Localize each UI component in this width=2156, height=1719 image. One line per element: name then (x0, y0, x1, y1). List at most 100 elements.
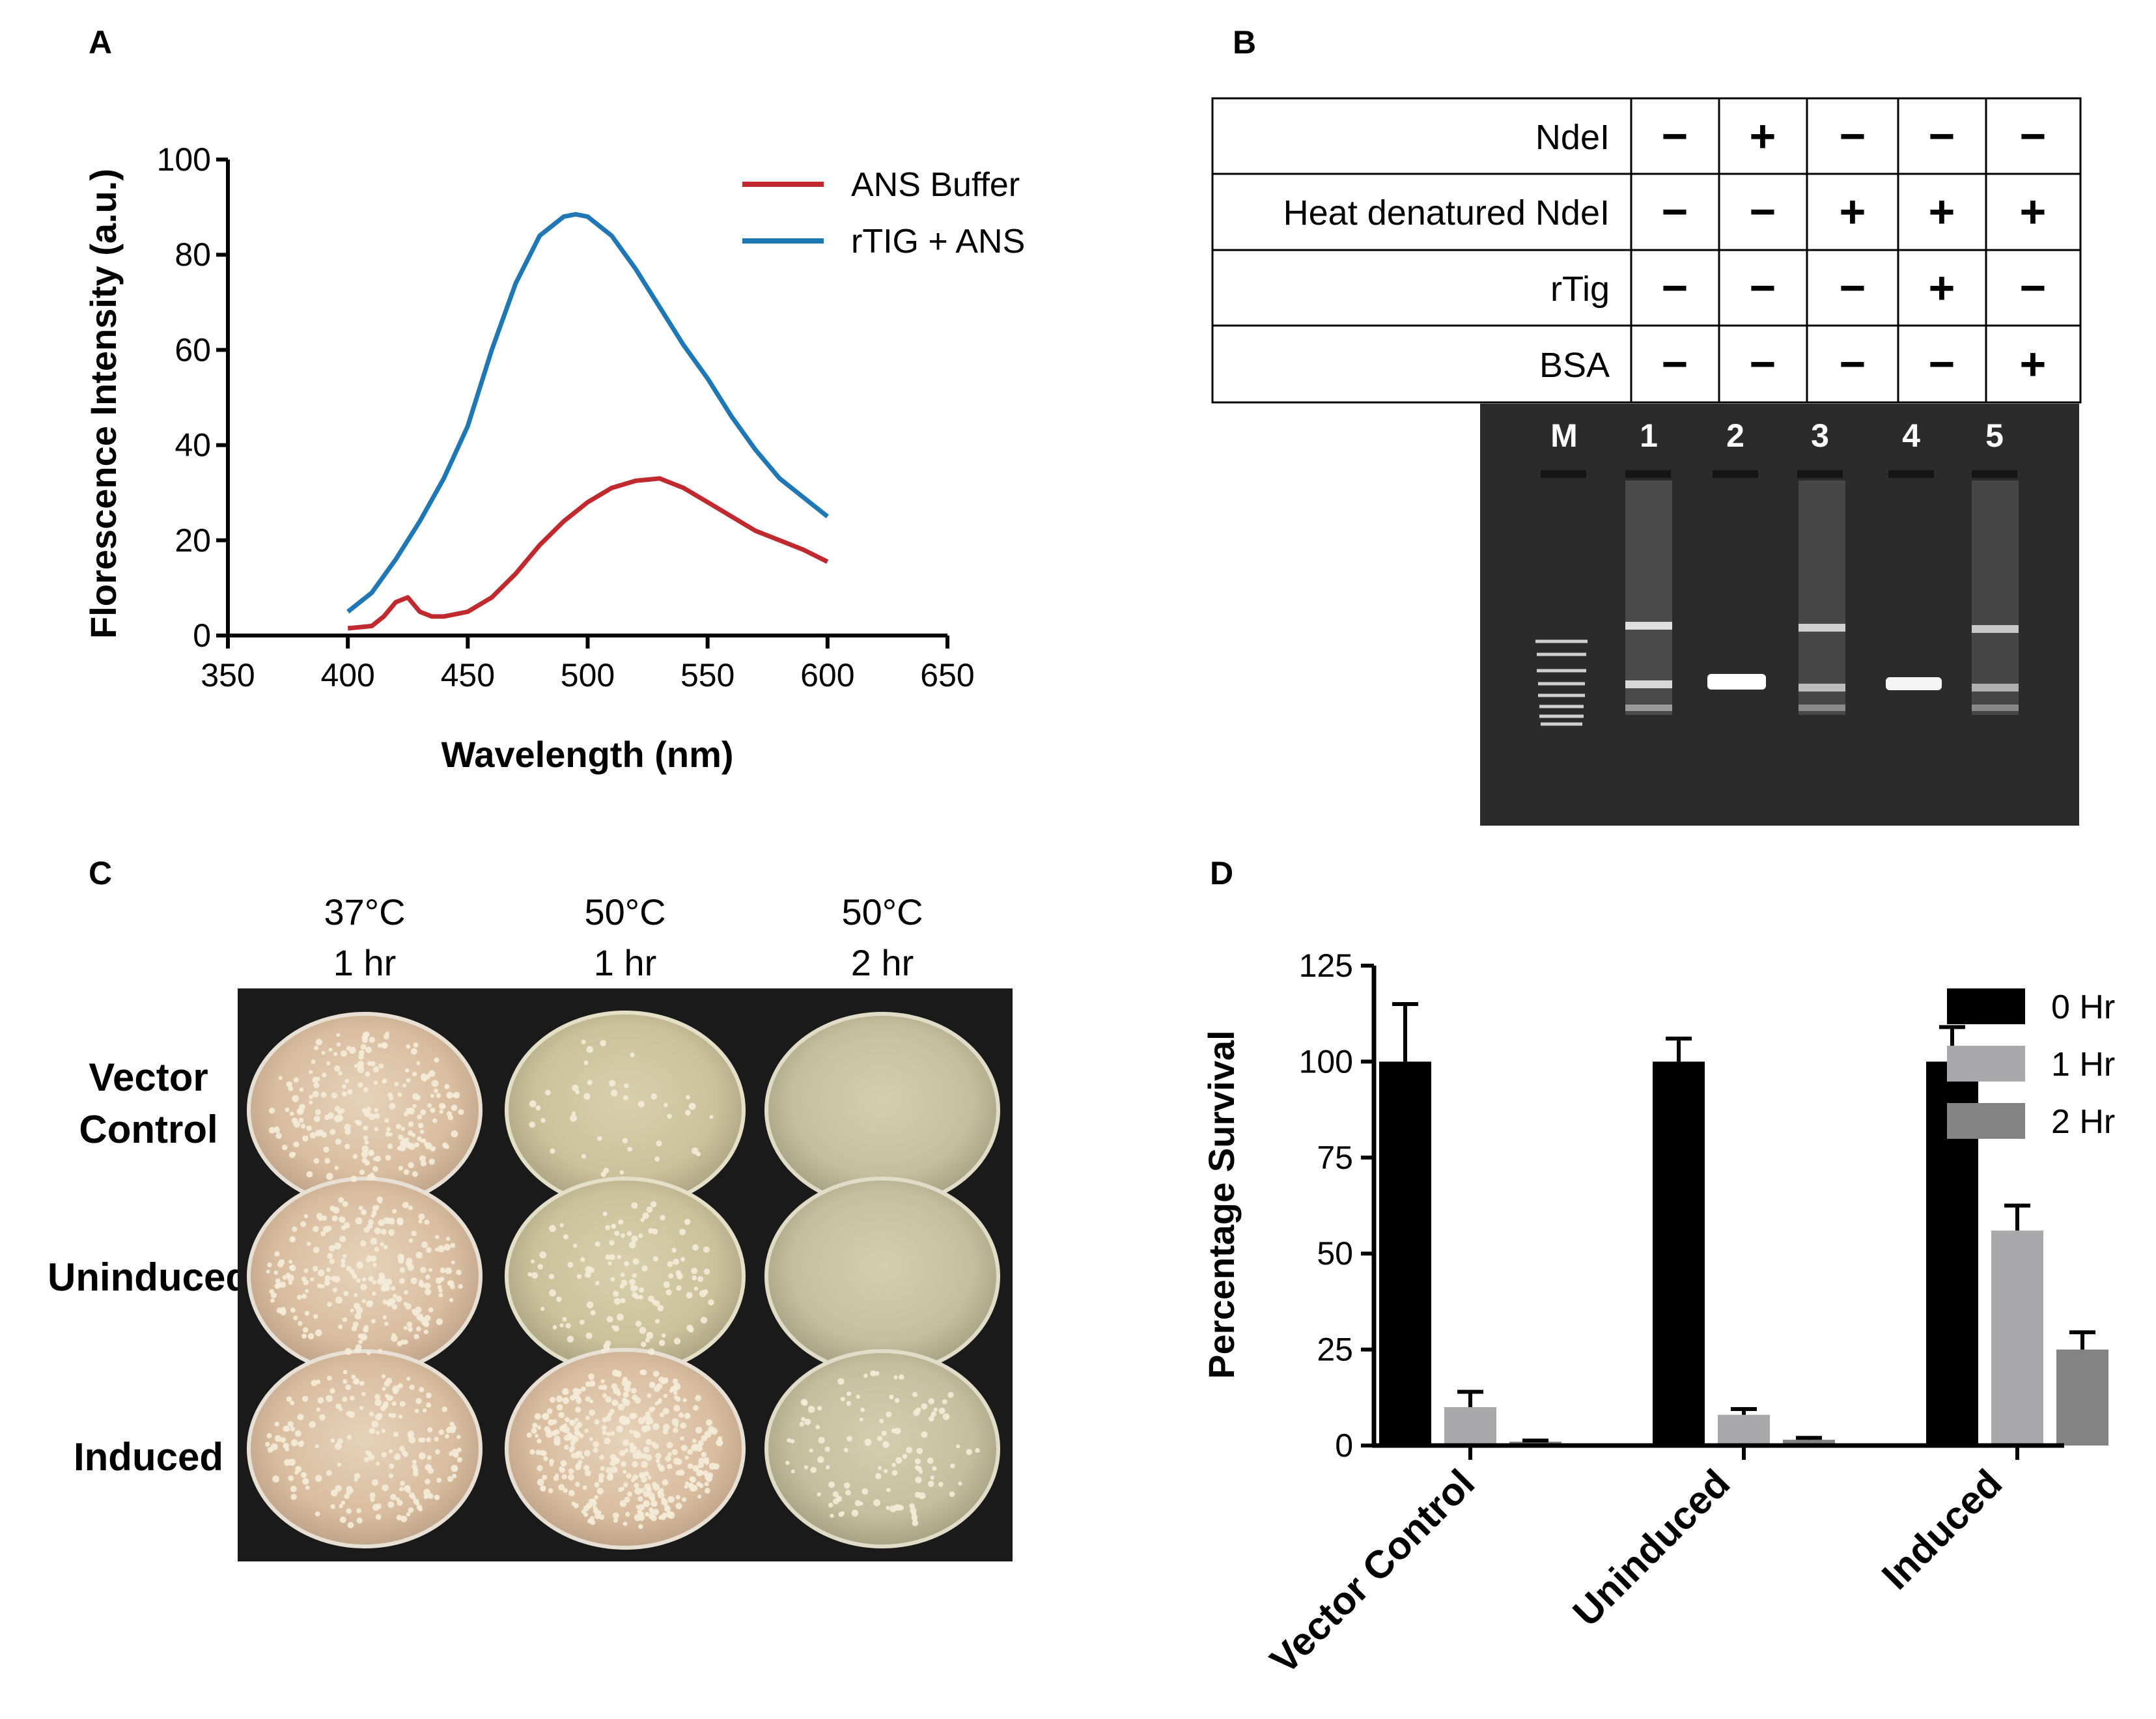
panel-a: A 0 20 40 60 80 100 350 400 450 500 550 600 650 Flo… (83, 24, 1025, 775)
table-cell-sign: − (1929, 111, 1955, 161)
y-tick-label: 75 (1317, 1139, 1353, 1176)
bar-1-0 (1444, 1407, 1496, 1446)
series-lines (346, 212, 829, 631)
x-tick-label: 450 (441, 657, 495, 693)
table-cell-sign: − (1662, 262, 1688, 313)
y-ticks: 0 20 40 60 80 100 (157, 141, 228, 654)
strain-label: Uninduced (48, 1255, 249, 1299)
legend-label: 2 Hr (2051, 1103, 2115, 1141)
panel-c-letter: C (89, 855, 112, 891)
x-tick-label: 500 (561, 657, 615, 693)
bar-2-2 (2056, 1349, 2108, 1446)
strain-labels: Vector Control Uninduced Induced (48, 1055, 249, 1479)
legend-label-ans-buffer: ANS Buffer (851, 166, 1020, 204)
gel-lane-label: 5 (1985, 417, 2004, 454)
gel-lane-label: 3 (1811, 417, 1829, 454)
table-cell-sign: − (2020, 111, 2047, 161)
plate-uninduced-50c-1hr (505, 1177, 746, 1376)
x-tick-label: 400 (320, 657, 374, 693)
legend-label: 0 Hr (2051, 988, 2115, 1026)
bar-0-0 (1379, 1061, 1431, 1446)
gel-lane-label: 2 (1726, 417, 1744, 454)
table-cell-sign: − (1662, 111, 1688, 161)
x-tick-label: 600 (800, 657, 854, 693)
panel-c: C 37°C 1 hr 50°C 1 hr 50°C 2 hr Vector Control… (48, 855, 1013, 1561)
x-ticks: 350 400 450 500 550 600 650 (201, 636, 975, 693)
table-rows: NdeI − + − − − Heat denatured NdeI − − + + + rTig − − −… (1283, 111, 2047, 389)
treatment-table: NdeI − + − − − Heat denatured NdeI − − + + + rTig − − −… (1211, 97, 2082, 404)
category-label: Vector Control (1262, 1461, 1483, 1683)
legend: ANS Buffer rTIG + ANS (742, 166, 1025, 260)
x-tick-label: 650 (920, 657, 974, 693)
colonies (265, 1031, 980, 1530)
plate-induced-50c-2hr (764, 1349, 1000, 1548)
table-cell-sign: + (2020, 186, 2047, 237)
series-line-1 (346, 212, 829, 614)
gel-lane-label: 1 (1640, 417, 1658, 454)
strain-label: Vector (89, 1055, 208, 1099)
table-cell-sign: + (1929, 186, 1955, 237)
table-cell-sign: − (1750, 262, 1776, 313)
y-tick-label: 60 (175, 331, 211, 368)
table-cell-sign: + (1929, 262, 1955, 313)
legend-swatch (1947, 1046, 2025, 1082)
x-axis-title: Wavelength (nm) (441, 734, 733, 775)
plate-induced-37c-1hr (247, 1349, 483, 1548)
y-tick-label: 100 (157, 141, 211, 178)
panel-a-letter: A (89, 24, 112, 61)
y-tick-label: 20 (175, 522, 211, 559)
gel-lane-labels: M 1 2 3 4 5 (1550, 417, 2004, 454)
table-cell-sign: − (1662, 186, 1688, 237)
legend-label-rtig-ans: rTIG + ANS (851, 223, 1025, 260)
x-tick-label: 350 (201, 657, 255, 693)
plates-photo (238, 988, 1013, 1561)
table-cell-sign: + (1750, 111, 1776, 161)
table-row-label: NdeI (1535, 118, 1610, 157)
condition-time: 2 hr (851, 942, 914, 983)
category-label: Uninduced (1565, 1461, 1739, 1635)
strain-label: Induced (74, 1435, 223, 1479)
category-labels: Vector Control Uninduced Induced (1262, 1461, 2011, 1683)
legend-swatch (1947, 988, 2025, 1024)
condition-temp: 50°C (584, 891, 665, 932)
gel-smears (1625, 481, 2019, 715)
y-tick-label: 100 (1299, 1043, 1353, 1080)
y-tick-label: 25 (1317, 1332, 1353, 1368)
table-cell-sign: − (2020, 262, 2047, 313)
y-ticks: 0 25 50 75 100 125 (1299, 947, 1374, 1464)
gel-lane-label: 4 (1902, 417, 1920, 454)
bar-1-2 (1991, 1230, 2043, 1446)
y-axis-title: Percentage Survival (1201, 1030, 1242, 1378)
x-tick-label: 550 (680, 657, 735, 693)
y-tick-label: 40 (175, 427, 211, 464)
y-tick-label: 0 (1335, 1427, 1353, 1464)
table-cell-sign: − (1840, 262, 1866, 313)
panel-d: D 0 25 50 75 100 125 Vector Control Uninduced I… (1201, 855, 2115, 1683)
gel-wells (1541, 470, 2017, 478)
table-cell-sign: − (1662, 339, 1688, 389)
table-cell-sign: − (1929, 339, 1955, 389)
y-tick-label: 0 (193, 617, 211, 654)
table-row-label: BSA (1539, 346, 1610, 385)
y-axis-title: Florescence Intensity (a.u.) (83, 169, 124, 639)
table-cell-sign: + (1840, 186, 1866, 237)
gel-bands (1625, 622, 2019, 711)
legend: 0 Hr 1 Hr 2 Hr (1947, 988, 2115, 1141)
table-row-label: rTig (1550, 270, 1610, 309)
table-row-label: Heat denatured NdeI (1283, 193, 1610, 232)
table-cell-sign: + (2020, 339, 2047, 389)
fluorescence-chart: 0 20 40 60 80 100 350 400 450 500 550 600 650 Flore… (83, 141, 1025, 775)
legend-swatch (1947, 1103, 2025, 1139)
table-cell-sign: − (1750, 339, 1776, 389)
bar-2-1 (1783, 1440, 1835, 1446)
category-label: Induced (1873, 1461, 2010, 1598)
marker-ladder (1535, 639, 1588, 726)
bar-0-1 (1653, 1061, 1705, 1446)
y-tick-label: 50 (1317, 1235, 1353, 1272)
y-tick-label: 80 (175, 236, 211, 273)
plate-uninduced-50c-2hr (764, 1177, 1000, 1376)
bar-1-1 (1718, 1414, 1770, 1446)
gel-lane-label: M (1550, 417, 1578, 454)
agarose-gel: M 1 2 3 4 5 (1480, 404, 2079, 826)
